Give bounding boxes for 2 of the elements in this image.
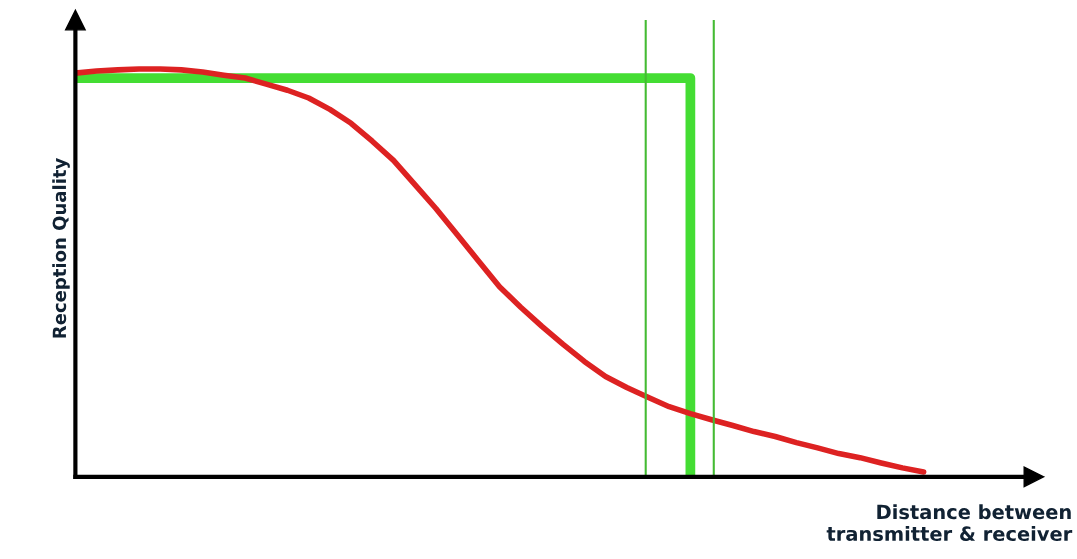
x-axis-title: Distance between transmitter & receiver bbox=[826, 504, 1073, 542]
y-axis-title: Reception Quality bbox=[52, 158, 70, 338]
